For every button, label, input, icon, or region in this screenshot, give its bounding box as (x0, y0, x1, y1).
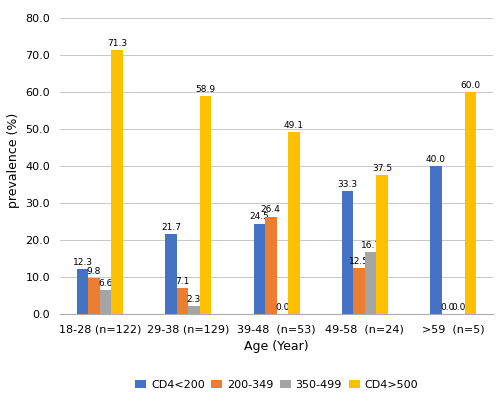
Text: 7.1: 7.1 (175, 277, 190, 286)
Bar (112, 50, 122, 314)
Text: 60.0: 60.0 (460, 81, 480, 90)
Text: 26.4: 26.4 (261, 206, 280, 214)
Text: 58.9: 58.9 (196, 85, 216, 94)
Text: 12.5: 12.5 (349, 257, 369, 266)
Text: 40.0: 40.0 (426, 155, 446, 164)
Bar (354, 268, 365, 314)
Text: 2.3: 2.3 (187, 295, 201, 303)
Bar (342, 191, 353, 314)
Legend: CD4<200, 200-349, 350-499, CD4>500: CD4<200, 200-349, 350-499, CD4>500 (131, 375, 422, 394)
Bar (254, 224, 265, 314)
Text: 21.7: 21.7 (161, 223, 181, 232)
X-axis label: Age (Year): Age (Year) (244, 340, 309, 353)
Bar (365, 253, 376, 314)
Bar (288, 133, 300, 314)
Bar (200, 96, 211, 314)
Bar (88, 278, 100, 314)
Bar (176, 288, 188, 314)
Text: 12.3: 12.3 (72, 258, 92, 266)
Bar (100, 290, 112, 314)
Text: 16.7: 16.7 (360, 241, 380, 250)
Text: 37.5: 37.5 (372, 164, 392, 173)
Text: 0.0: 0.0 (275, 303, 289, 312)
Text: 9.8: 9.8 (87, 267, 101, 276)
Bar (188, 306, 200, 314)
Bar (465, 92, 476, 314)
Bar (430, 166, 442, 314)
Bar (376, 175, 388, 314)
Y-axis label: prevalence (%): prevalence (%) (7, 113, 20, 208)
Text: 71.3: 71.3 (107, 39, 127, 48)
Bar (165, 234, 176, 314)
Bar (265, 216, 276, 314)
Text: 33.3: 33.3 (338, 180, 357, 189)
Text: 0.0: 0.0 (440, 303, 454, 312)
Text: 24.5: 24.5 (250, 212, 269, 221)
Text: 6.6: 6.6 (98, 278, 112, 288)
Bar (77, 269, 88, 314)
Text: 0.0: 0.0 (452, 303, 466, 312)
Text: 49.1: 49.1 (284, 121, 304, 130)
